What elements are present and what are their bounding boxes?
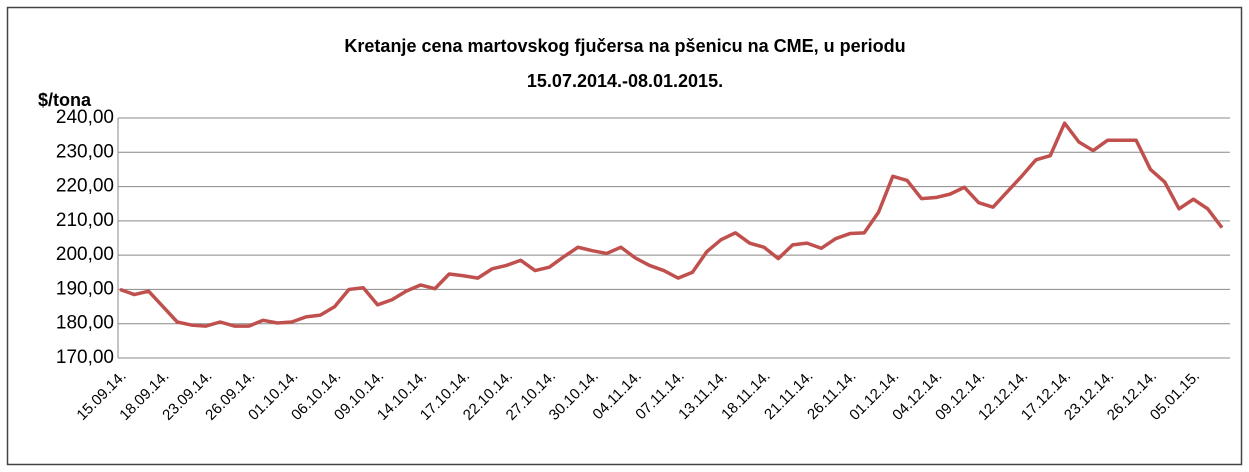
chart-border: [6, 6, 1243, 466]
y-tick-label: 200,00: [56, 244, 114, 265]
chart-title: 15.07.2014.-08.01.2015.: [527, 71, 723, 91]
y-tick-label: 170,00: [56, 347, 114, 368]
chart-title: Kretanje cena martovskog fjučersa na pše…: [344, 36, 905, 56]
y-tick-label: 180,00: [56, 313, 114, 334]
y-tick-label: 210,00: [56, 210, 114, 231]
y-axis-label: $/tona: [38, 90, 92, 110]
y-tick-label: 190,00: [56, 278, 114, 299]
y-tick-label: 220,00: [56, 176, 114, 197]
price-line: [119, 121, 1224, 328]
y-tick-label: 230,00: [56, 141, 114, 162]
y-tick-label: 240,00: [56, 107, 114, 128]
